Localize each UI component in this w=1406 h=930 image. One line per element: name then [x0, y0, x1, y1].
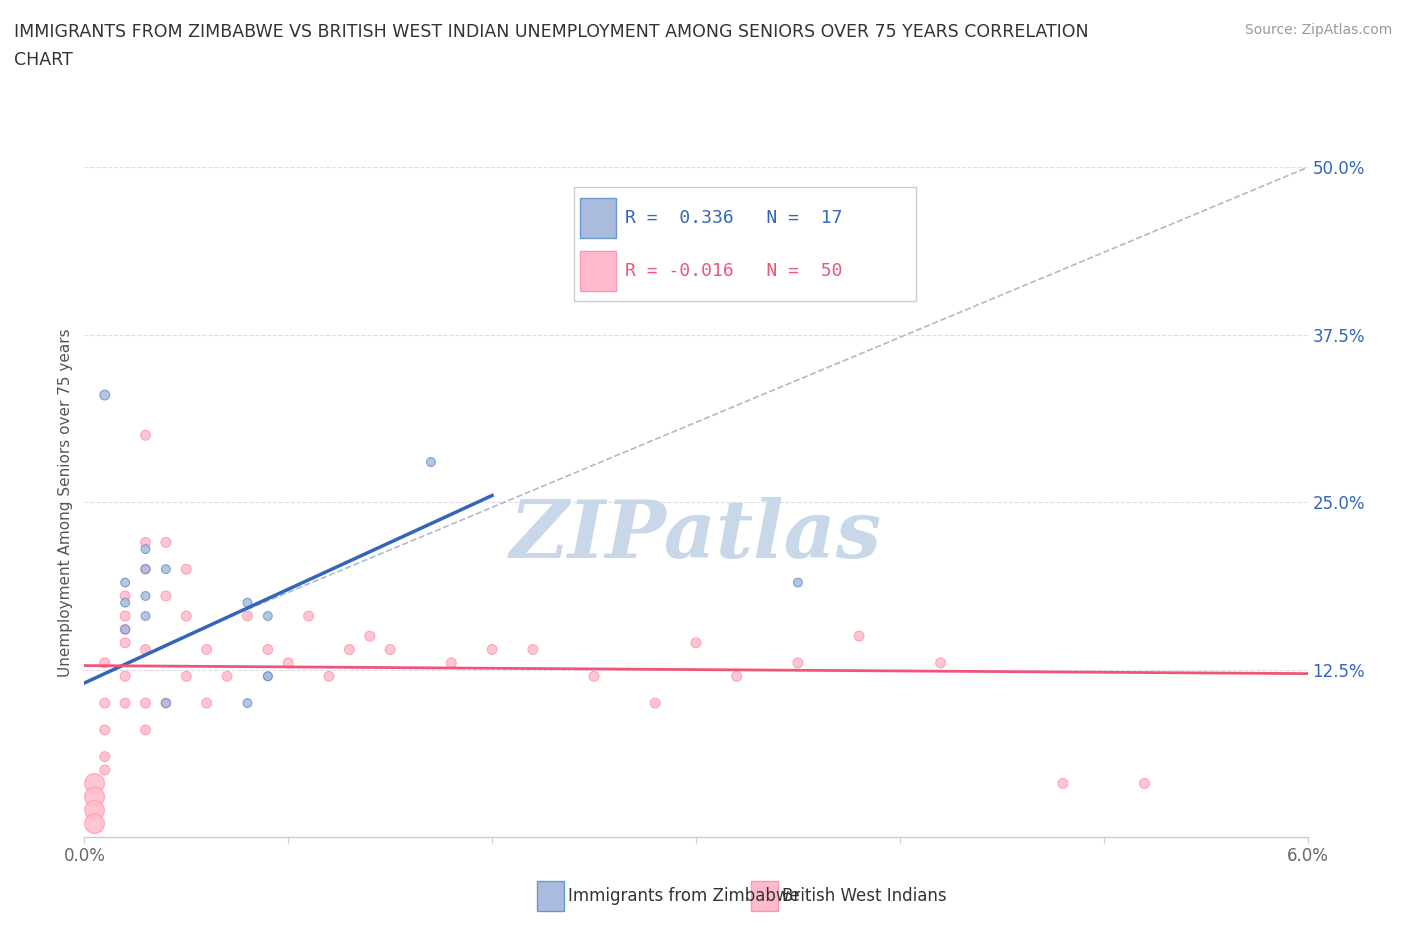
Point	[135, 589, 157, 604]
Point	[848, 629, 870, 644]
Point	[195, 696, 218, 711]
Point	[1052, 776, 1074, 790]
Point	[114, 608, 136, 623]
Point	[114, 696, 136, 711]
Point	[257, 669, 280, 684]
Point	[195, 642, 218, 657]
Point	[787, 656, 810, 671]
Point	[114, 595, 136, 610]
Point	[257, 608, 280, 623]
Point	[83, 776, 105, 790]
Point	[114, 635, 136, 650]
Text: ZIPatlas: ZIPatlas	[510, 497, 882, 575]
Point	[135, 535, 157, 550]
Point	[135, 723, 157, 737]
Point	[135, 541, 157, 556]
Point	[93, 388, 117, 403]
Point	[339, 642, 361, 657]
Point	[236, 608, 259, 623]
Point	[725, 669, 748, 684]
Point	[583, 669, 606, 684]
Point	[522, 642, 544, 657]
Text: IMMIGRANTS FROM ZIMBABWE VS BRITISH WEST INDIAN UNEMPLOYMENT AMONG SENIORS OVER : IMMIGRANTS FROM ZIMBABWE VS BRITISH WEST…	[14, 23, 1088, 41]
Point	[83, 803, 105, 817]
Point	[93, 656, 117, 671]
Point	[114, 575, 136, 590]
Point	[1133, 776, 1156, 790]
Point	[298, 608, 321, 623]
Point	[217, 669, 239, 684]
Point	[481, 642, 503, 657]
Point	[176, 608, 198, 623]
Point	[135, 562, 157, 577]
Point	[83, 790, 105, 804]
Point	[176, 562, 198, 577]
Point	[93, 763, 117, 777]
Point	[440, 656, 463, 671]
Point	[93, 696, 117, 711]
Point	[685, 635, 707, 650]
Point	[380, 642, 402, 657]
Point	[155, 562, 177, 577]
Point	[318, 669, 340, 684]
Text: Immigrants from Zimbabwe: Immigrants from Zimbabwe	[568, 887, 799, 905]
Point	[257, 642, 280, 657]
Text: CHART: CHART	[14, 51, 73, 69]
Point	[277, 656, 299, 671]
Point	[420, 455, 443, 470]
Point	[93, 723, 117, 737]
Text: Source: ZipAtlas.com: Source: ZipAtlas.com	[1244, 23, 1392, 37]
Point	[114, 589, 136, 604]
Text: R =  0.336   N =  17: R = 0.336 N = 17	[626, 208, 842, 227]
Point	[176, 669, 198, 684]
Point	[135, 696, 157, 711]
Point	[135, 428, 157, 443]
Point	[114, 622, 136, 637]
Point	[93, 750, 117, 764]
Point	[787, 575, 810, 590]
Point	[135, 642, 157, 657]
Point	[155, 589, 177, 604]
Point	[83, 817, 105, 831]
Point	[155, 696, 177, 711]
Point	[114, 669, 136, 684]
Point	[135, 608, 157, 623]
Point	[644, 696, 666, 711]
Point	[135, 562, 157, 577]
Point	[236, 595, 259, 610]
Point	[114, 622, 136, 637]
Point	[929, 656, 952, 671]
Point	[359, 629, 381, 644]
Point	[155, 535, 177, 550]
Point	[257, 669, 280, 684]
Text: R = -0.016   N =  50: R = -0.016 N = 50	[626, 262, 842, 280]
Y-axis label: Unemployment Among Seniors over 75 years: Unemployment Among Seniors over 75 years	[58, 328, 73, 676]
Point	[155, 696, 177, 711]
Text: British West Indians: British West Indians	[782, 887, 946, 905]
Point	[236, 696, 259, 711]
